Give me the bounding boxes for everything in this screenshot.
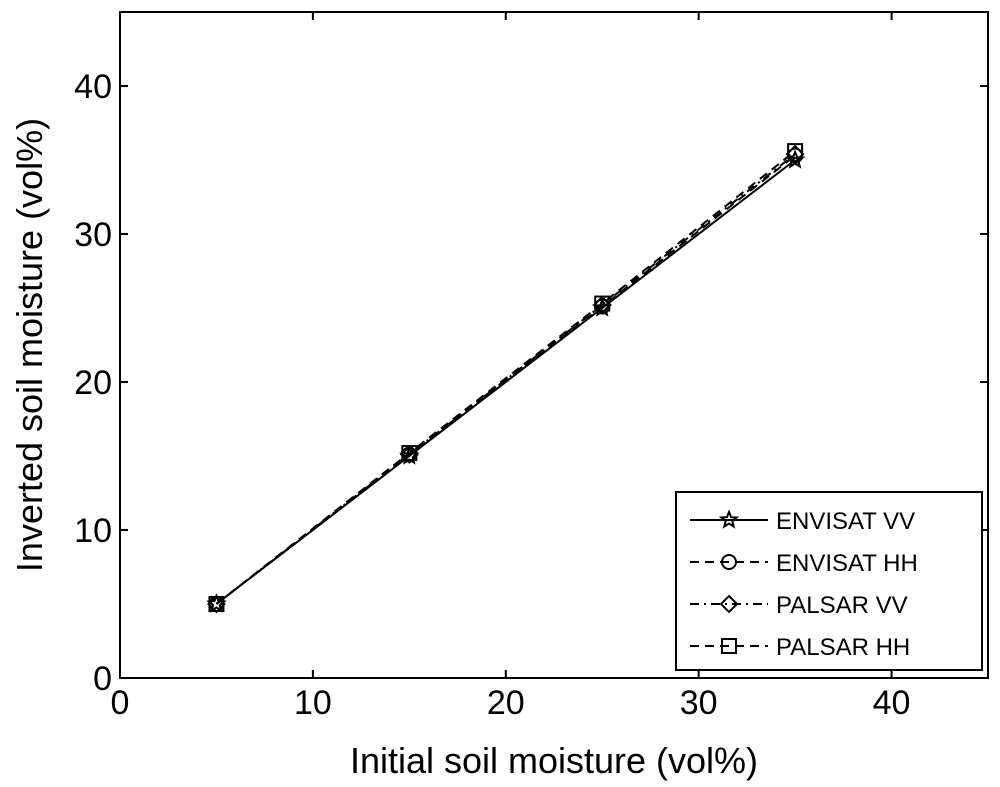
x-tick-label: 40 [873, 684, 911, 722]
data-point-diamond [592, 295, 612, 315]
data-point-square [787, 143, 804, 160]
y-axis-label: Inverted soil moisture (vol%) [9, 118, 50, 572]
legend-label: ENVISAT HH [776, 550, 918, 577]
series-line [215, 153, 796, 605]
x-axis-ticks: 0 10 20 30 40 [111, 12, 911, 722]
legend-marker-circle [721, 554, 737, 570]
x-tick-label: 30 [680, 684, 718, 722]
x-axis-label: Initial soil moisture (vol%) [350, 740, 758, 781]
series-square [208, 143, 804, 612]
y-tick-label: 30 [74, 216, 112, 254]
x-tick-label: 0 [111, 684, 130, 722]
legend-marker-square [721, 638, 737, 654]
y-tick-label: 10 [74, 512, 112, 550]
x-tick-label: 10 [294, 684, 332, 722]
y-tick-label: 40 [74, 68, 112, 106]
legend-label: PALSAR VV [776, 592, 908, 619]
legend-box [675, 491, 983, 671]
data-point-diamond [399, 445, 419, 464]
series-diamond [207, 144, 805, 614]
y-axis-ticks: 0 10 20 30 40 [74, 68, 988, 698]
legend-marker-diamond [719, 594, 739, 614]
data-point-square [401, 445, 418, 462]
legend-marker-star [718, 509, 740, 529]
series-line [215, 150, 796, 605]
data-point-square [594, 295, 611, 312]
x-tick-label: 20 [487, 684, 525, 722]
data-point-square [208, 596, 225, 612]
series-layer [206, 143, 806, 614]
y-tick-label: 0 [93, 660, 112, 698]
legend-label: ENVISAT VV [776, 508, 915, 535]
legend: ENVISAT VV ENVISAT HH PALSAR VV PALSAR HH [675, 491, 983, 671]
legend-label: PALSAR HH [776, 634, 910, 661]
data-point-diamond [785, 144, 805, 164]
y-tick-label: 20 [74, 364, 112, 402]
